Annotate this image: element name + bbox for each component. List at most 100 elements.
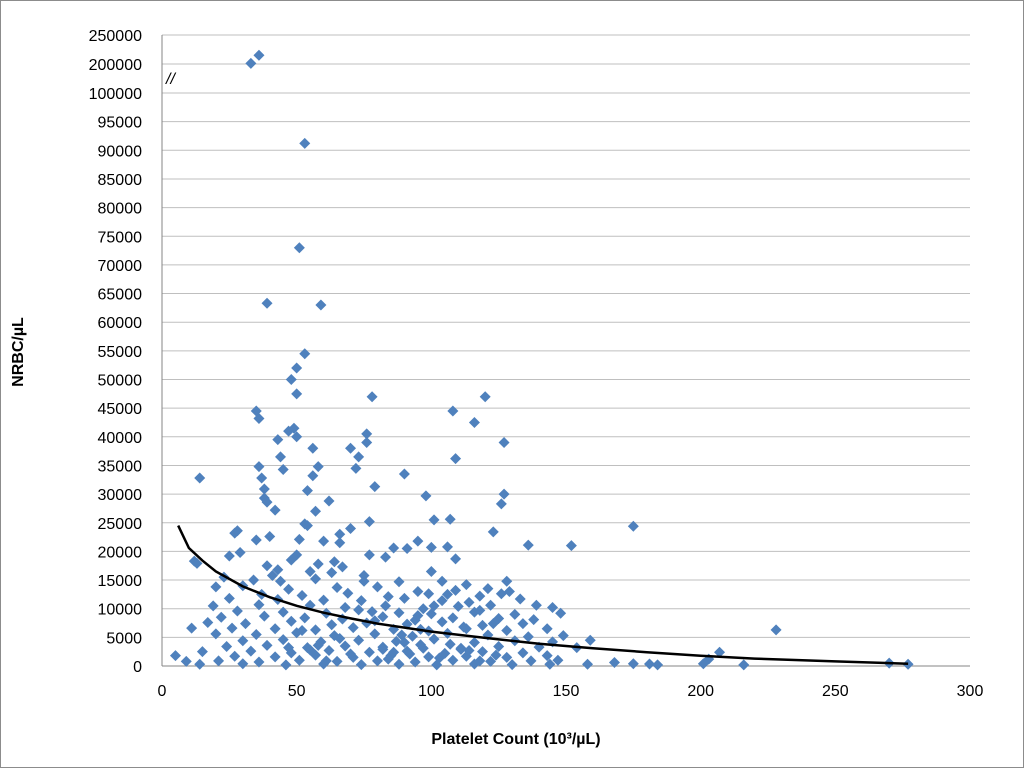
data-point xyxy=(361,437,373,449)
y-tick-label: 15000 xyxy=(98,573,143,590)
data-point xyxy=(353,634,365,646)
data-point xyxy=(261,496,273,508)
data-point xyxy=(334,632,346,644)
data-point xyxy=(498,437,510,449)
data-point xyxy=(347,622,359,634)
data-point xyxy=(296,624,308,636)
data-point xyxy=(482,583,494,595)
data-point xyxy=(409,656,421,668)
data-point xyxy=(436,595,448,607)
data-point xyxy=(697,658,709,670)
data-point xyxy=(207,600,219,612)
data-point xyxy=(401,543,413,555)
data-point xyxy=(353,451,365,463)
data-point xyxy=(293,242,305,254)
x-axis-title: Platelet Count (10³/µL) xyxy=(431,731,600,748)
x-tick-label: 250 xyxy=(822,683,849,700)
data-point xyxy=(345,522,357,534)
x-tick-label: 200 xyxy=(687,683,714,700)
data-point xyxy=(277,634,289,646)
data-point xyxy=(444,638,456,650)
data-point xyxy=(272,564,284,576)
data-point xyxy=(280,659,292,671)
data-point xyxy=(248,574,260,586)
data-point xyxy=(310,505,322,517)
data-point xyxy=(320,655,332,667)
data-point xyxy=(275,575,287,587)
data-point xyxy=(363,549,375,561)
data-point xyxy=(525,655,537,667)
data-point xyxy=(253,412,265,424)
data-point xyxy=(544,658,556,670)
data-point xyxy=(237,658,249,670)
data-point xyxy=(361,428,373,440)
data-point xyxy=(301,520,313,532)
data-point xyxy=(234,547,246,559)
data-point xyxy=(393,607,405,619)
data-point xyxy=(256,472,268,484)
data-point xyxy=(509,608,521,620)
data-point xyxy=(213,655,225,667)
data-point xyxy=(490,649,502,661)
data-point xyxy=(557,630,569,642)
data-point xyxy=(428,633,440,645)
y-tick-label: 60000 xyxy=(98,315,143,332)
data-point xyxy=(474,655,486,667)
data-point xyxy=(253,49,265,61)
data-point xyxy=(444,513,456,525)
data-point xyxy=(336,561,348,573)
data-point xyxy=(450,453,462,465)
y-tick-label: 35000 xyxy=(98,458,143,475)
data-point xyxy=(269,651,281,663)
data-point xyxy=(229,650,241,662)
data-point xyxy=(293,533,305,545)
data-point xyxy=(468,416,480,428)
data-point xyxy=(377,643,389,655)
x-tick-label: 150 xyxy=(553,683,580,700)
data-point xyxy=(487,618,499,630)
data-point xyxy=(417,642,429,654)
data-point xyxy=(334,537,346,549)
data-point xyxy=(468,637,480,649)
data-point xyxy=(264,531,276,543)
data-point xyxy=(565,540,577,552)
data-point xyxy=(291,362,303,374)
data-point xyxy=(584,634,596,646)
data-point xyxy=(328,556,340,568)
data-point xyxy=(417,603,429,615)
data-point xyxy=(428,600,440,612)
data-point xyxy=(460,579,472,591)
data-point xyxy=(299,612,311,624)
data-point xyxy=(291,388,303,400)
y-tick-label: 85000 xyxy=(98,172,143,189)
y-axis-title: NRBC/µL xyxy=(10,317,27,387)
data-point xyxy=(425,565,437,577)
y-tick-label: 90000 xyxy=(98,143,143,160)
data-point xyxy=(406,630,418,642)
data-point xyxy=(180,655,192,667)
data-point xyxy=(231,605,243,617)
data-point xyxy=(608,657,620,669)
x-tick-label: 100 xyxy=(418,683,445,700)
data-point xyxy=(552,654,564,666)
data-point xyxy=(425,541,437,553)
data-point xyxy=(393,576,405,588)
x-tick-label: 300 xyxy=(957,683,984,700)
data-point xyxy=(307,470,319,482)
data-point xyxy=(210,628,222,640)
data-point xyxy=(310,573,322,585)
data-point xyxy=(272,434,284,446)
y-tick-label: 75000 xyxy=(98,229,143,246)
y-tick-label: 10000 xyxy=(98,602,143,619)
data-point xyxy=(514,593,526,605)
data-point xyxy=(517,618,529,630)
data-point xyxy=(388,646,400,658)
data-point xyxy=(474,590,486,602)
data-point xyxy=(477,619,489,631)
data-point xyxy=(450,553,462,565)
data-point xyxy=(380,600,392,612)
data-point xyxy=(191,557,203,569)
y-tick-label: 100000 xyxy=(89,86,142,103)
y-tick-label: 40000 xyxy=(98,430,143,447)
data-point xyxy=(221,641,233,653)
